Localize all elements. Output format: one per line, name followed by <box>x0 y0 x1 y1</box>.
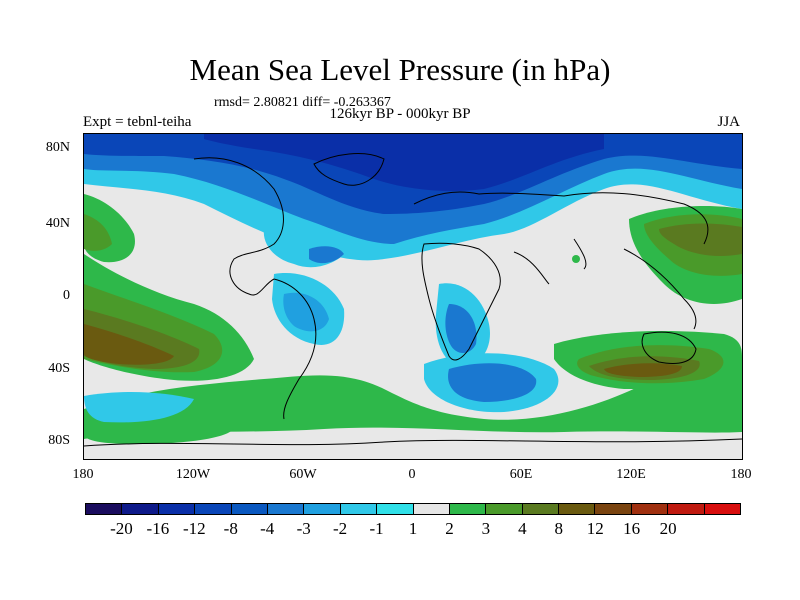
lon-label-60e: 60E <box>509 467 533 482</box>
lon-label-180e: 180 <box>730 467 752 482</box>
colorbar-tick-label: -4 <box>260 519 275 538</box>
colorbar-segment <box>340 504 378 514</box>
lat-label-40s: 40S <box>48 361 70 376</box>
colorbar-tick-label: 3 <box>481 519 491 538</box>
lon-label-0: 0 <box>408 467 416 482</box>
colorbar-segment <box>595 504 632 514</box>
colorbar-tick-label: -8 <box>223 519 238 538</box>
lon-label-180w: 180 <box>72 467 94 482</box>
colorbar-segment <box>413 504 450 514</box>
colorbar-tick-label: 12 <box>586 519 604 538</box>
lon-label-120e: 120E <box>616 467 646 482</box>
colorbar-segment <box>86 504 123 514</box>
pressure-map <box>83 133 743 460</box>
colorbar-segment <box>631 504 669 514</box>
season-label: JJA <box>717 114 740 130</box>
colorbar-tick-label: 20 <box>659 519 677 538</box>
lon-label-60w: 60W <box>289 467 317 482</box>
colorbar-tick-label: -16 <box>146 519 170 538</box>
colorbar-segment <box>704 504 741 514</box>
experiment-label: Expt = tebnl-teiha <box>83 114 192 130</box>
colorbar-segment <box>486 504 523 514</box>
colorbar-tick-label: -1 <box>369 519 384 538</box>
map-canvas <box>84 134 742 459</box>
colorbar-segment <box>195 504 232 514</box>
statistics-text: rmsd= 2.80821 diff= -0.263367 <box>214 95 391 110</box>
colorbar-segment <box>377 504 414 514</box>
colorbar-tick-label: 2 <box>445 519 454 538</box>
plot-subtitle: 126kyr BP - 000kyr BP <box>329 106 471 122</box>
colorbar-segment <box>122 504 159 514</box>
colorbar-segment <box>522 504 560 514</box>
colorbar-segment <box>304 504 341 514</box>
lat-label-40n: 40N <box>45 216 70 231</box>
lat-label-80s: 80S <box>48 433 70 448</box>
colorbar-tick-label: 16 <box>623 519 641 538</box>
lon-label-120w: 120W <box>175 467 211 482</box>
colorbar-tick-label: -12 <box>182 519 206 538</box>
colorbar-tick-label: -20 <box>110 519 133 538</box>
colorbar-segment <box>267 504 305 514</box>
colorbar-segment <box>559 504 596 514</box>
colorbar-tick-label: 1 <box>408 519 418 538</box>
colorbar-tick-label: -2 <box>333 519 348 538</box>
colorbar-tick-label: -3 <box>296 519 311 538</box>
colorbar-segment <box>158 504 196 514</box>
lat-label-80n: 80N <box>45 140 70 155</box>
colorbar-segment <box>449 504 487 514</box>
colorbar-segment <box>668 504 705 514</box>
colorbar <box>85 503 741 515</box>
colorbar-tick-label: 4 <box>518 519 527 538</box>
colorbar-tick-label: 8 <box>554 519 564 538</box>
colorbar-segment <box>231 504 268 514</box>
plot-title: Mean Sea Level Pressure (in hPa) <box>189 52 611 87</box>
lat-label-0: 0 <box>63 288 70 303</box>
